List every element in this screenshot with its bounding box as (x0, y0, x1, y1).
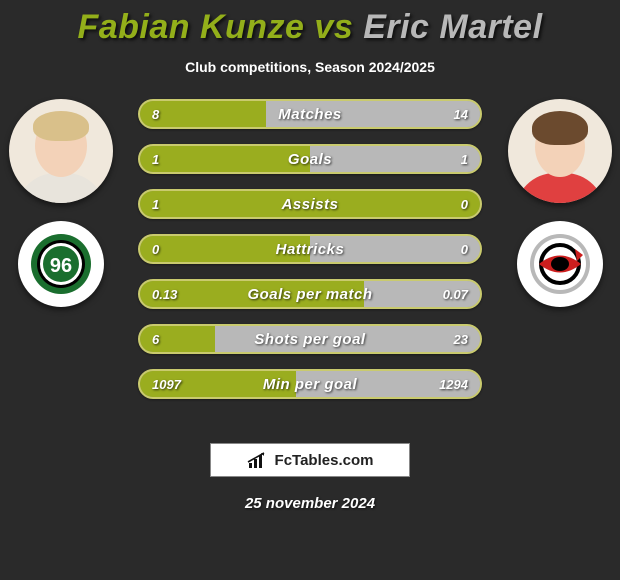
stat-bar-left-fill (140, 281, 364, 307)
stat-bar-left-fill (140, 236, 310, 262)
title-vs: vs (314, 8, 363, 46)
stat-bar-right-fill (296, 371, 480, 397)
footer-logo: FcTables.com (210, 443, 410, 477)
stat-row: Shots per goal623 (138, 324, 482, 354)
player2-club-logo (517, 221, 603, 307)
title-player2: Eric Martel (363, 8, 542, 46)
stat-row: Hattricks00 (138, 234, 482, 264)
stat-row: Matches814 (138, 99, 482, 129)
page-title: Fabian Kunze vs Eric Martel (0, 8, 620, 47)
player1-avatar (9, 99, 113, 203)
club-logo-right-icon (529, 233, 591, 295)
stat-bar-left-fill (140, 101, 266, 127)
stat-bar-left-fill (140, 326, 215, 352)
stat-bars: Matches814 Goals11 Assists10 Hattricks00 Goa… (138, 99, 482, 399)
stat-bar-left-fill (140, 191, 480, 217)
main-area: 96 Matches814Goals11Assi (0, 99, 620, 419)
club-logo-hannover-icon: 96 (30, 233, 92, 295)
stat-bar-left-fill (140, 371, 296, 397)
comparison-card: Fabian Kunze vs Eric Martel Club competi… (0, 0, 620, 580)
fctables-icon (247, 451, 269, 469)
player1-club-logo: 96 (18, 221, 104, 307)
footer-date: 25 november 2024 (0, 495, 620, 512)
title-player1: Fabian Kunze (77, 8, 304, 46)
player2-avatar (508, 99, 612, 203)
stat-row: Goals per match0.130.07 (138, 279, 482, 309)
player1-column: 96 (8, 99, 113, 307)
stat-row: Min per goal10971294 (138, 369, 482, 399)
player2-column (507, 99, 612, 307)
subtitle: Club competitions, Season 2024/2025 (0, 59, 620, 75)
stat-bar-right-fill (266, 101, 480, 127)
stat-bar-right-fill (310, 146, 480, 172)
stat-bar-right-fill (215, 326, 480, 352)
stat-bar-right-fill (364, 281, 480, 307)
svg-text:96: 96 (49, 255, 71, 277)
stat-bar-right-fill (310, 236, 480, 262)
stat-bar-left-fill (140, 146, 310, 172)
stat-row: Goals11 (138, 144, 482, 174)
stat-row: Assists10 (138, 189, 482, 219)
footer-logo-text: FcTables.com (275, 452, 374, 469)
